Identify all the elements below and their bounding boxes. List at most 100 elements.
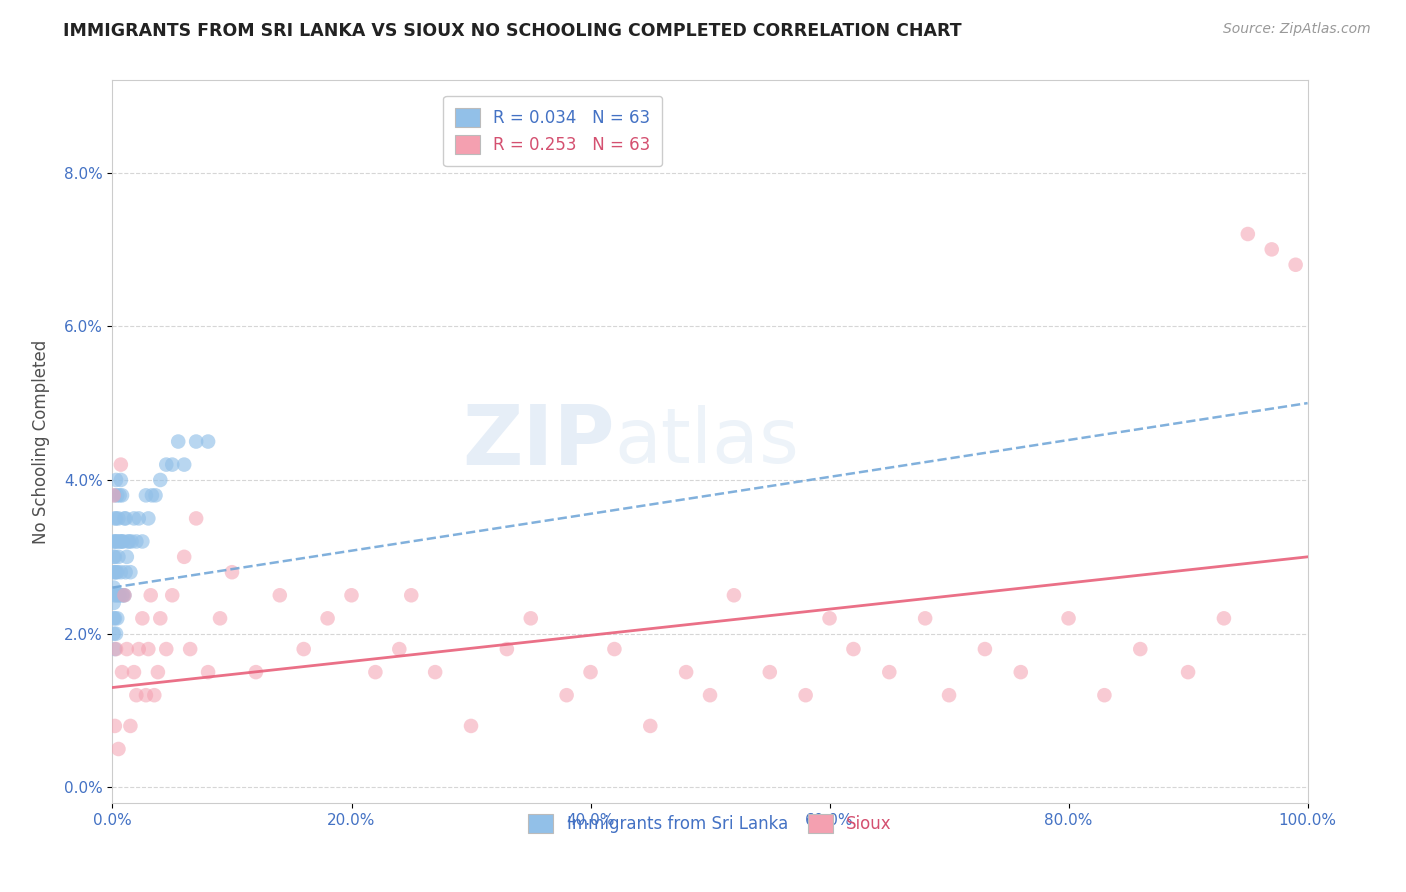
Point [104,588,127,602]
Point [209,611,232,625]
Point [1129,642,1152,657]
Text: ZIP: ZIP [463,401,614,482]
Point [131,534,153,549]
Point [699,688,721,702]
Point [104,719,127,733]
Point [173,458,195,472]
Point [603,642,626,657]
Point [103,596,125,610]
Point [221,565,243,579]
Point [120,719,142,733]
Point [197,665,219,680]
Point [108,588,131,602]
Point [105,588,128,602]
Point [110,473,132,487]
Point [103,549,125,564]
Point [340,588,363,602]
Point [122,665,145,680]
Point [112,588,135,602]
Point [105,534,128,549]
Point [107,742,129,756]
Point [115,549,138,564]
Point [114,565,136,579]
Point [103,488,125,502]
Point [135,688,157,702]
Point [103,581,125,595]
Point [1285,258,1308,272]
Point [401,588,423,602]
Point [111,665,134,680]
Point [269,588,291,602]
Point [520,611,543,625]
Point [579,665,602,680]
Point [111,588,134,602]
Point [138,642,160,657]
Point [107,511,129,525]
Point [245,665,267,680]
Point [388,642,411,657]
Point [122,511,145,525]
Point [173,549,195,564]
Point [1261,243,1284,257]
Point [110,534,132,549]
Point [105,565,128,579]
Point [114,588,135,602]
Point [105,642,128,657]
Point [131,611,153,625]
Point [149,611,172,625]
Point [128,642,150,657]
Point [110,458,132,472]
Point [316,611,339,625]
Text: Source: ZipAtlas.com: Source: ZipAtlas.com [1223,22,1371,37]
Point [108,534,131,549]
Point [162,588,183,602]
Point [103,565,125,579]
Point [162,458,183,472]
Point [105,511,128,525]
Point [723,588,745,602]
Point [103,611,125,625]
Point [425,665,447,680]
Point [105,488,128,502]
Point [125,534,148,549]
Point [104,549,127,564]
Point [135,488,157,502]
Point [179,642,201,657]
Point [460,719,482,733]
Point [640,719,662,733]
Point [364,665,387,680]
Legend: Immigrants from Sri Lanka, Sioux: Immigrants from Sri Lanka, Sioux [516,803,904,845]
Point [675,665,697,680]
Point [155,642,177,657]
Point [496,642,519,657]
Point [120,565,142,579]
Point [879,665,901,680]
Text: IMMIGRANTS FROM SRI LANKA VS SIOUX NO SCHOOLING COMPLETED CORRELATION CHART: IMMIGRANTS FROM SRI LANKA VS SIOUX NO SC… [63,22,962,40]
Point [842,642,865,657]
Point [1177,665,1199,680]
Point [818,611,841,625]
Y-axis label: No Schooling Completed: No Schooling Completed [32,340,51,543]
Point [149,473,172,487]
Point [167,434,190,449]
Point [141,488,163,502]
Point [112,534,135,549]
Point [974,642,997,657]
Point [105,534,128,549]
Point [104,534,127,549]
Point [914,611,936,625]
Point [107,588,129,602]
Point [128,511,150,525]
Point [155,458,177,472]
Point [108,488,131,502]
Point [143,688,166,702]
Point [138,511,160,525]
Point [107,549,129,564]
Point [105,611,128,625]
Point [292,642,315,657]
Point [111,488,134,502]
Point [146,665,169,680]
Point [104,511,127,525]
Point [794,688,817,702]
Point [1094,688,1116,702]
